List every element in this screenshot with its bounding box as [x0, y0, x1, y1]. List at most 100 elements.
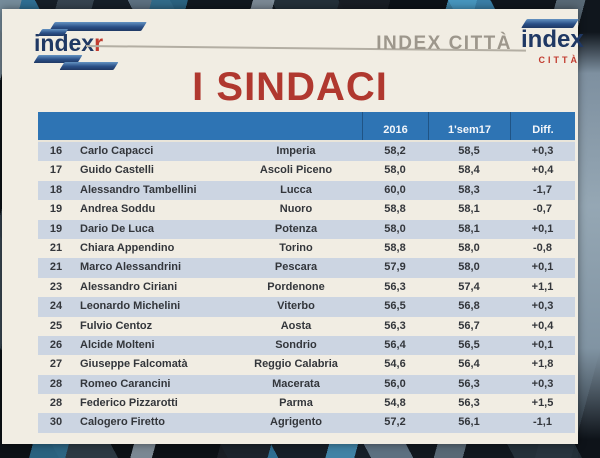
diff-cell: +0,3 [531, 377, 554, 390]
score-2016-cell: 56,3 [384, 319, 406, 332]
diff-cell: +1,5 [531, 397, 554, 410]
table-row: 17 Guido Castelli Ascoli Piceno 58,0 58,… [38, 161, 575, 181]
table-row: 16 Carlo Capacci Imperia 58,2 58,5 +0,3 [38, 142, 575, 162]
score-sem17-cell: 58,5 [458, 145, 480, 157]
score-sem17-cell: 56,7 [458, 319, 480, 332]
city-cell: Aosta [280, 319, 312, 332]
diff-cell: +0,3 [531, 145, 554, 157]
score-sem17-cell: 56,3 [458, 377, 480, 390]
diff-cell: +0,3 [531, 300, 554, 313]
score-sem17-cell: 58,0 [458, 261, 480, 274]
mayor-name-cell: Alessandro Tambellini [80, 183, 197, 196]
mayor-name-cell: Marco Alessandrini [80, 261, 182, 274]
city-cell: Lucca [280, 183, 312, 196]
score-sem17-cell: 58,1 [458, 203, 480, 216]
rank-cell: 28 [49, 397, 63, 410]
score-2016-cell: 58,0 [384, 164, 406, 177]
city-cell: Pordenone [267, 280, 325, 293]
monitor-edge [578, 0, 600, 458]
score-sem17-cell: 58,3 [458, 183, 480, 196]
score-2016-cell: 60,0 [384, 183, 406, 196]
score-2016-cell: 57,2 [384, 416, 406, 429]
rank-cell: 24 [49, 300, 63, 313]
rank-cell: 18 [49, 183, 63, 196]
score-2016-cell: 58,2 [384, 145, 406, 157]
score-sem17-cell: 56,5 [458, 338, 480, 351]
table-row: 24 Leonardo Michelini Viterbo 56,5 56,8 … [38, 297, 575, 317]
table-row: 21 Chiara Appendino Torino 58,8 58,0 -0,… [38, 238, 575, 259]
rank-cell: 21 [49, 261, 63, 274]
col-header-2016: 2016 [362, 112, 428, 140]
col-header-sem17: 1'sem17 [428, 112, 510, 140]
mayor-name-cell: Carlo Capacci [80, 145, 154, 157]
diff-cell: -0,7 [533, 203, 552, 216]
table-body: 16 Carlo Capacci Imperia 58,2 58,5 +0,3 … [38, 142, 575, 433]
table-row: 30 Calogero Firetto Agrigento 57,2 56,1 … [38, 413, 575, 433]
score-sem17-cell: 58,0 [458, 241, 480, 254]
score-2016-cell: 56,0 [384, 377, 406, 390]
index-research-logo: indexr [32, 19, 162, 73]
mayor-name-cell: Dario De Luca [80, 222, 154, 235]
table-row: 18 Alessandro Tambellini Lucca 60,0 58,3… [38, 180, 575, 201]
score-sem17-cell: 57,4 [458, 280, 480, 293]
diff-cell: +0,1 [531, 261, 554, 274]
mayor-name-cell: Alcide Molteni [80, 338, 155, 351]
score-2016-cell: 57,9 [384, 261, 406, 274]
score-2016-cell: 58,8 [384, 241, 406, 254]
diff-cell: +0,1 [531, 222, 554, 235]
mayor-name-cell: Giuseppe Falcomatà [80, 358, 188, 371]
table-row: 19 Dario De Luca Potenza 58,0 58,1 +0,1 [38, 219, 575, 239]
logo-right-subtext: CITTÀ [538, 55, 580, 65]
city-cell: Parma [279, 397, 313, 410]
city-cell: Ascoli Piceno [259, 164, 333, 177]
diff-cell: +1,8 [531, 358, 554, 371]
city-cell: Torino [279, 241, 313, 254]
score-sem17-cell: 58,4 [458, 164, 480, 177]
rank-cell: 23 [49, 280, 63, 293]
index-citta-heading: INDEX CITTÀ [376, 33, 512, 54]
diff-cell: -0,8 [533, 241, 552, 254]
logo-right-text: index [521, 26, 584, 53]
rank-cell: 16 [49, 145, 63, 157]
table-row: 25 Fulvio Centoz Aosta 56,3 56,7 +0,4 [38, 316, 575, 336]
logo-left-word: index [34, 30, 95, 56]
rank-cell: 30 [49, 416, 63, 429]
rank-cell: 19 [49, 222, 63, 235]
logo-left-text: indexr [34, 30, 103, 57]
diff-cell: +1,1 [531, 280, 554, 293]
city-cell: Agrigento [270, 416, 322, 429]
mayors-table: 2016 1'sem17 Diff. 16 Carlo Capacci Impe… [38, 112, 575, 433]
mayor-name-cell: Chiara Appendino [80, 241, 175, 254]
score-sem17-cell: 56,8 [458, 300, 480, 313]
city-cell: Viterbo [277, 300, 315, 313]
mayor-name-cell: Alessandro Ciriani [80, 280, 178, 293]
city-cell: Nuoro [279, 203, 313, 216]
mayor-name-cell: Calogero Firetto [80, 416, 165, 429]
score-2016-cell: 54,8 [384, 397, 406, 410]
index-citta-logo: index CITTÀ [518, 17, 584, 67]
score-2016-cell: 56,4 [384, 338, 406, 351]
mayor-name-cell: Fulvio Centoz [80, 319, 153, 332]
table-row: 19 Andrea Soddu Nuoro 58,8 58,1 -0,7 [38, 200, 575, 220]
city-cell: Reggio Calabria [254, 358, 338, 371]
mayor-name-cell: Guido Castelli [80, 164, 154, 177]
score-2016-cell: 58,0 [384, 222, 406, 235]
diff-cell: -1,7 [533, 183, 552, 196]
logo-left-suffix: r [94, 30, 104, 56]
city-cell: Potenza [274, 222, 318, 235]
table-header-row: 2016 1'sem17 Diff. [38, 112, 575, 142]
presentation-slide: indexr INDEX CITTÀ index CITTÀ I SINDACI… [2, 9, 584, 444]
table-header-spacer [230, 112, 362, 140]
diff-cell: +0,4 [531, 164, 554, 177]
city-cell: Macerata [272, 377, 320, 390]
diff-cell: -1,1 [533, 416, 552, 429]
rank-cell: 19 [49, 203, 63, 216]
table-header-spacer [38, 112, 74, 140]
table-header-spacer [74, 112, 230, 140]
diff-cell: +0,4 [531, 319, 554, 332]
score-sem17-cell: 56,3 [458, 397, 480, 410]
rank-cell: 25 [49, 319, 63, 332]
city-cell: Pescara [274, 261, 318, 274]
rank-cell: 27 [49, 358, 63, 371]
rank-cell: 21 [49, 241, 63, 254]
